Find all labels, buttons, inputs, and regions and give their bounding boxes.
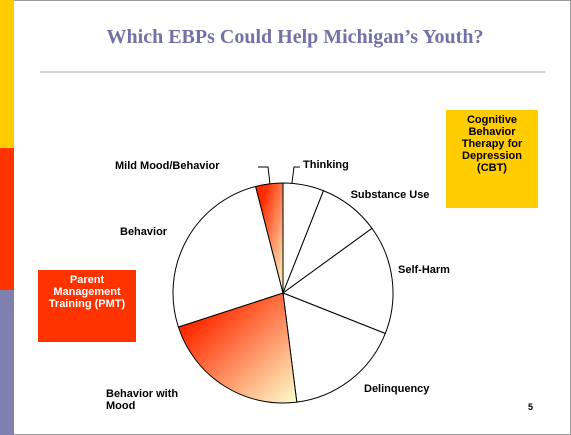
slide-title: Which EBPs Could Help Michigan’s Youth? — [106, 26, 484, 48]
side-bar-blue — [0, 290, 14, 435]
leader-line — [291, 166, 300, 184]
side-bar-yellow — [0, 0, 14, 148]
callout-box: Cognitive Behavior Therapy for Depressio… — [446, 110, 538, 208]
slice-label: Self-Harm — [398, 264, 450, 276]
pie — [172, 182, 394, 404]
pie-slice — [255, 182, 284, 294]
leader-line — [258, 166, 271, 185]
slice-label: Mild Mood/Behavior — [115, 160, 220, 172]
pie-slice — [172, 185, 284, 328]
slice-label: Behavior — [120, 226, 168, 238]
slice-label: Delinquency — [364, 383, 430, 395]
pie-slice — [282, 292, 386, 403]
callout-box: Parent Management Training (PMT) — [38, 270, 136, 342]
slice-label: Behavior with Mood — [106, 388, 179, 412]
side-bar-red — [0, 148, 14, 290]
slice-label: Thinking — [303, 159, 349, 171]
page-number: 5 — [528, 402, 534, 412]
slice-label: Substance Use — [350, 189, 430, 201]
pie-slice — [177, 292, 298, 404]
pie-slice — [281, 227, 394, 335]
